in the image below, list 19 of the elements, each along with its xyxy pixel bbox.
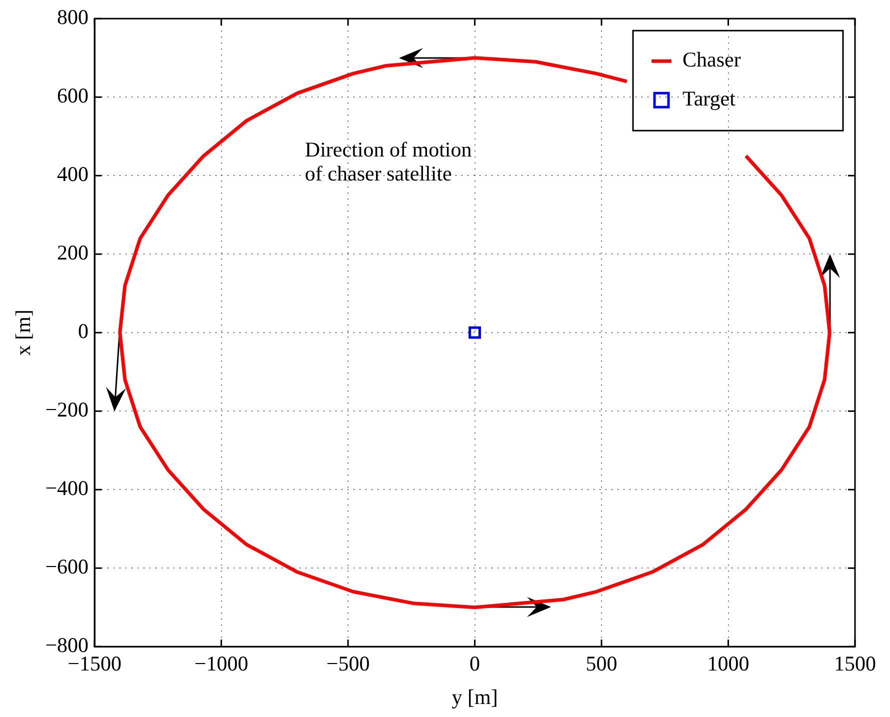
x-tick-label: 1500 [834,652,876,676]
x-tick-label: 0 [470,652,480,676]
annotation: Direction of motion of chaser satellite [304,137,472,186]
y-tick-label: −200 [45,398,89,422]
legend-label: Chaser [682,48,741,72]
y-tick-label: 600 [57,84,89,108]
y-axis-title: x [m] [11,310,36,356]
y-tick-label: 200 [57,240,89,265]
y-tick-label: 800 [57,5,89,30]
x-tick-label: −500 [326,652,370,676]
y-tick-label: 0 [78,319,89,344]
y-tick-label: −400 [45,476,89,500]
x-axis-title: y [m] [452,684,498,709]
x-tick-label: 500 [586,652,618,676]
legend-label: Target [682,86,736,111]
y-tick-label: −600 [45,554,89,579]
y-tick-label: 400 [57,162,89,186]
x-tick-label: −1000 [194,652,248,676]
x-tick-label: 1000 [707,652,750,676]
